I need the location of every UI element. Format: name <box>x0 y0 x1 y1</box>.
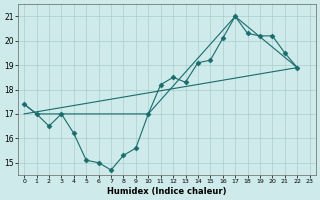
X-axis label: Humidex (Indice chaleur): Humidex (Indice chaleur) <box>107 187 227 196</box>
